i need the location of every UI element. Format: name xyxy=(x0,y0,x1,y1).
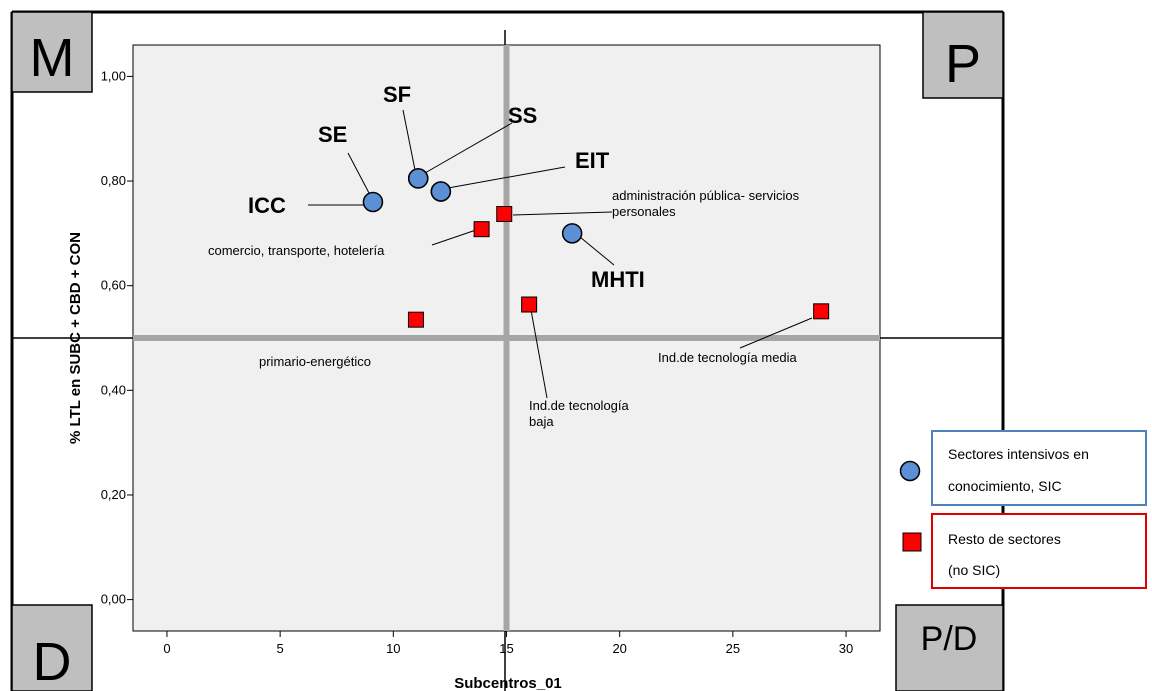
legend-marker-square xyxy=(902,532,922,552)
point-label-baja-line1: Ind.de tecnología xyxy=(529,398,630,413)
point-label-ss: SS xyxy=(508,103,537,128)
legend-marker-circle xyxy=(899,460,921,482)
x-tick-label: 25 xyxy=(726,641,740,656)
corner-label-pd: P/D xyxy=(921,620,978,658)
y-tick-label: 1,00 xyxy=(101,68,126,83)
x-tick-label: 20 xyxy=(612,641,626,656)
point-label-icc: ICC xyxy=(248,193,286,218)
legend-box-sic xyxy=(931,430,1147,506)
point-label-sf: SF xyxy=(383,82,411,107)
x-tick-label: 5 xyxy=(277,641,284,656)
x-axis-ticks: 0 5 10 15 20 25 30 xyxy=(163,631,853,656)
legend-box-no-sic xyxy=(931,513,1147,589)
leader-lines xyxy=(308,109,813,399)
y-tick-label: 0,20 xyxy=(101,487,126,502)
legend-label-no-sic-line2: (no SIC) xyxy=(948,562,1000,578)
corner-box-d: D xyxy=(11,604,93,691)
point-mhti xyxy=(561,223,583,244)
point-label-baja-line2: baja xyxy=(529,414,554,429)
x-tick-label: 0 xyxy=(163,641,170,656)
point-ind-de-tecnolog xyxy=(813,303,830,320)
leader-line-baja xyxy=(530,309,548,399)
corner-box-p: P xyxy=(922,11,1004,99)
leader-line-media xyxy=(739,317,813,349)
point-label-eit: EIT xyxy=(575,148,610,173)
point-primario-energ-tico xyxy=(407,311,424,328)
corner-label-d: D xyxy=(33,632,72,691)
corner-box-pd-bg xyxy=(895,604,1004,691)
point-label-mhti: MHTI xyxy=(591,267,645,292)
point-comercio-transporte-hoteler xyxy=(473,221,490,238)
corner-box-p-bg xyxy=(922,11,1004,99)
point-label-administracion-line1: administración pública- servicios xyxy=(612,188,800,203)
point-label-primario: primario-energético xyxy=(259,354,371,369)
point-label-baja: Ind.de tecnología baja xyxy=(529,398,632,429)
legend-label-sic-line2: conocimiento, SIC xyxy=(948,478,1062,494)
leader-line-administracion xyxy=(512,211,613,216)
leader-line-comercio xyxy=(431,229,477,246)
point-ind-de-tecnolog xyxy=(521,296,538,313)
corner-box-d-bg xyxy=(11,604,93,691)
leader-line-se xyxy=(347,152,370,194)
y-tick-label: 0,00 xyxy=(101,592,126,607)
point-eit xyxy=(430,181,452,202)
x-axis-title: Subcentros_01 xyxy=(454,675,562,691)
leader-line-ss xyxy=(424,122,513,174)
leader-line-sf xyxy=(402,109,416,171)
x-tick-label: 10 xyxy=(386,641,400,656)
corner-label-p: P xyxy=(945,34,981,94)
leader-line-mhti xyxy=(579,236,615,266)
point-administraci-n-p xyxy=(496,205,513,222)
leader-line-eit xyxy=(447,166,566,189)
x-tick-label: 15 xyxy=(499,641,513,656)
y-tick-label: 0,40 xyxy=(101,382,126,397)
point-label-administracion: administración pública- servicios person… xyxy=(612,188,803,219)
legend-label-no-sic-line1: Resto de sectores xyxy=(948,531,1061,547)
point-label-comercio: comercio, transporte, hotelería xyxy=(208,243,385,258)
legend: Sectores intensivos en conocimiento, SIC… xyxy=(899,430,1147,589)
point-label-media: Ind.de tecnología media xyxy=(658,350,798,365)
point-label-se: SE xyxy=(318,122,347,147)
data-marks xyxy=(362,168,830,328)
x-tick-label: 30 xyxy=(839,641,853,656)
point-icc xyxy=(362,191,384,213)
legend-label-sic-line1: Sectores intensivos en xyxy=(948,446,1089,462)
y-tick-label: 0,80 xyxy=(101,173,126,188)
point-label-administracion-line2: personales xyxy=(612,204,676,219)
y-tick-label: 0,60 xyxy=(101,278,126,293)
y-axis-ticks: 0,00 0,20 0,40 0,60 0,80 1,00 xyxy=(101,68,133,607)
y-axis-title: % LTL en SUBC + CBD + CON xyxy=(67,232,84,444)
corner-label-m: M xyxy=(30,28,75,88)
corner-box-m-bg xyxy=(11,11,93,93)
corner-box-pd: P/D xyxy=(895,604,1004,691)
corner-box-m: M xyxy=(11,11,93,93)
point-sf xyxy=(407,168,429,189)
